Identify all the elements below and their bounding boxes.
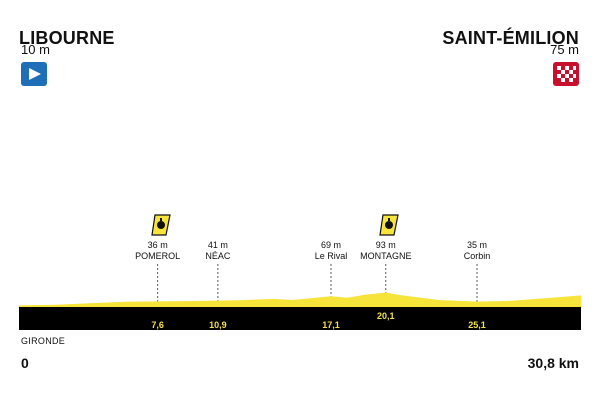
start-flag-icon [21,62,47,86]
start-altitude: 10 m [21,42,50,57]
waypoint-km-marker: 25,1 [468,320,486,330]
distance-start: 0 [21,355,29,371]
waypoint-label: 36 m POMEROL [135,240,180,262]
waypoint-altitude: 93 m [375,240,396,250]
waypoint-name: MONTAGNE [360,251,412,261]
waypoint-altitude: 41 m [207,240,228,250]
finish-altitude: 75 m [550,42,579,57]
waypoint-label: 69 m Le Rival [315,240,348,262]
waypoint-name: Le Rival [314,251,348,261]
waypoint-km-marker: 17,1 [322,320,340,330]
bonus-sprint-icon [150,214,171,236]
waypoint-name: POMEROL [135,251,181,261]
waypoint-label: 35 m Corbin [464,240,491,262]
finish-town-name: SAINT-ÉMILION [442,28,579,48]
profile-layer [19,292,581,330]
region-label: GIRONDE [21,336,66,346]
waypoint-km-marker: 7,6 [151,320,164,330]
dashed-guides [157,264,478,302]
road-band [19,307,581,330]
waypoint-label: 93 m MONTAGNE [360,240,411,262]
waypoint-name: Corbin [463,251,491,261]
start-town-name: LIBOURNE [19,28,115,48]
waypoint-km-marker: 10,9 [209,320,227,330]
waypoint-km-marker: 20,1 [377,311,395,321]
waypoint-altitude: 36 m [147,240,168,250]
waypoint-altitude: 35 m [466,240,488,250]
distance-total: 30,8 km [527,355,579,371]
checkered-flag-icon [553,62,579,86]
waypoint-label: 41 m NÉAC [205,240,230,262]
waypoint-altitude: 69 m [320,240,342,250]
waypoint-name: NÉAC [205,251,231,261]
elevation-area [19,292,581,307]
bonus-sprint-icon [379,214,399,236]
